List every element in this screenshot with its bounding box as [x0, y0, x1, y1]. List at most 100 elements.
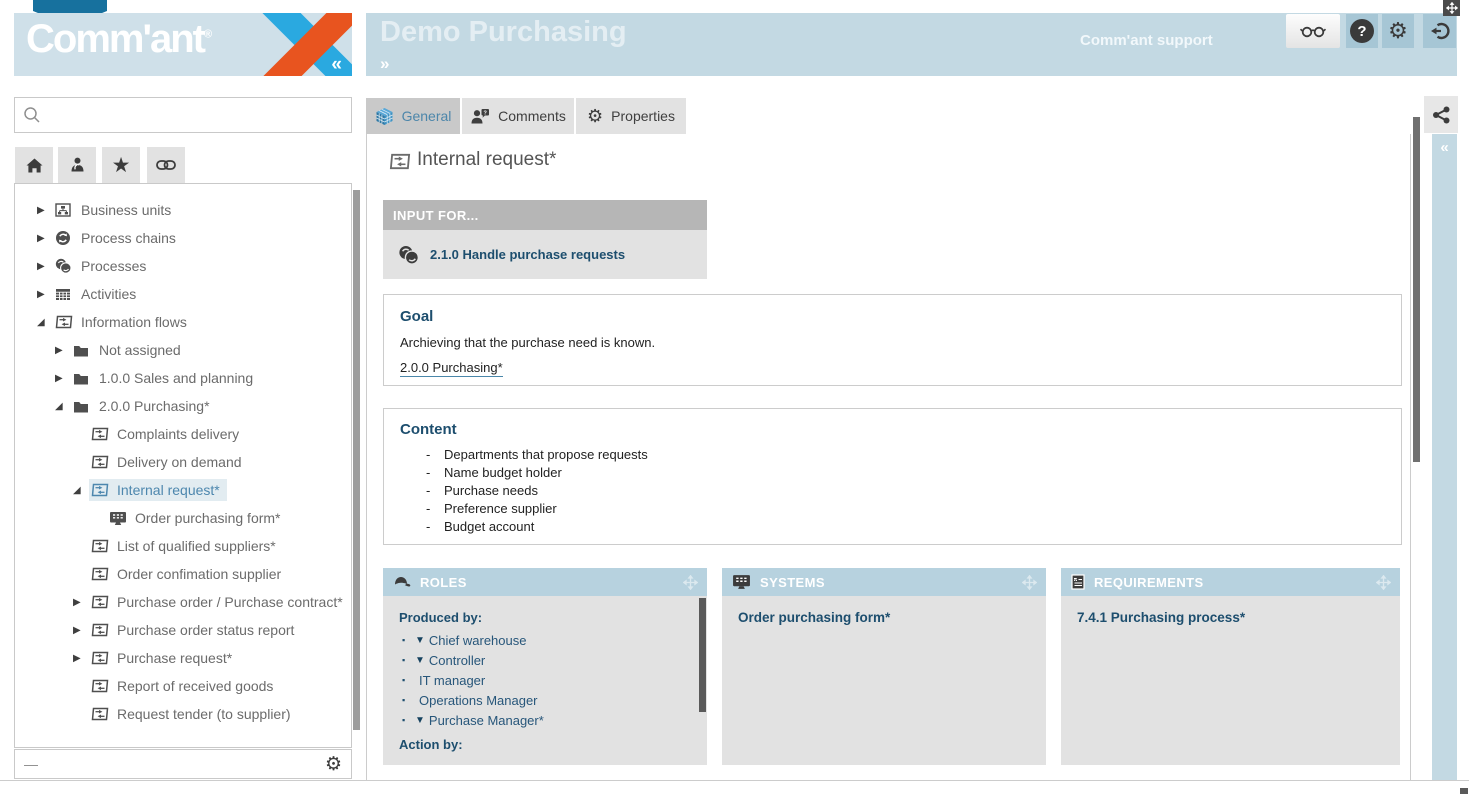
tree-item-purchase-request[interactable]: ▶ Purchase request* — [15, 644, 351, 672]
right-panel-collapse-rail[interactable]: « — [1432, 134, 1457, 780]
share-button[interactable] — [1424, 96, 1458, 133]
sidebar-tab-home[interactable] — [15, 147, 53, 183]
sidebar-tab-favorites[interactable]: ★ — [102, 147, 140, 183]
header: Demo Purchasing » Comm'ant support ? ⚙ — [366, 13, 1457, 76]
cube-icon — [375, 107, 394, 126]
requirements-panel: REQUIREMENTS 7.4.1 Purchasing process* — [1061, 568, 1400, 765]
sidebar-tab-links[interactable] — [147, 147, 185, 183]
selected-tree-node[interactable]: Internal request* — [89, 479, 227, 501]
expand-arrow-icon[interactable]: ▶ — [37, 260, 45, 272]
tree-item-order-confirmation-supplier[interactable]: Order confimation supplier — [15, 560, 351, 588]
input-for-list: 2.1.0 Handle purchase requests — [383, 230, 707, 279]
role-label: Chief warehouse — [428, 632, 527, 648]
tree-item-business-units[interactable]: ▶ Business units — [15, 196, 351, 224]
role-item[interactable]: ▪ IT manager — [399, 670, 691, 690]
logo[interactable]: Comm'ant® « — [14, 13, 352, 76]
role-label: Operations Manager — [419, 692, 538, 708]
logo-text: Comm'ant® — [26, 17, 213, 61]
requirement-item-link[interactable]: 7.4.1 Purchasing process* — [1077, 610, 1246, 625]
role-item[interactable]: ▪ ▼ Chief warehouse — [399, 630, 691, 650]
square-bullet: ▪ — [402, 675, 406, 685]
tree-item-delivery-on-demand[interactable]: Delivery on demand — [15, 448, 351, 476]
tree-item-label: Delivery on demand — [117, 454, 242, 470]
tree-item-purchase-order-contract[interactable]: ▶ Purchase order / Purchase contract* — [15, 588, 351, 616]
role-expand-icon[interactable]: ▼ — [415, 634, 425, 646]
logout-button[interactable] — [1423, 14, 1456, 48]
process-chain-icon — [55, 230, 81, 246]
tree-item-processes[interactable]: ▶ Processes — [15, 252, 351, 280]
information-flow-icon — [55, 315, 81, 329]
tree-item-label: Purchase request* — [117, 650, 233, 666]
expand-arrow-icon[interactable]: ▶ — [37, 232, 45, 244]
support-link[interactable]: Comm'ant support — [1080, 32, 1213, 49]
tree-scrollbar[interactable] — [353, 190, 360, 730]
settings-button[interactable]: ⚙ — [1382, 14, 1414, 48]
expand-arrow-icon[interactable]: ▶ — [55, 344, 63, 356]
roles-scrollbar[interactable] — [699, 598, 706, 712]
move-arrows-icon[interactable] — [1022, 574, 1037, 590]
content-right-border — [1410, 134, 1411, 780]
tree-item-request-tender[interactable]: Request tender (to supplier) — [15, 700, 351, 728]
window-move-button[interactable] — [1443, 0, 1460, 16]
tree-item-activities[interactable]: ▶ Activities — [15, 280, 351, 308]
tree-item-label: Not assigned — [99, 342, 181, 358]
move-arrows-icon[interactable] — [1376, 574, 1391, 590]
role-expand-icon[interactable]: ▼ — [415, 714, 425, 726]
tree-item-sales-and-planning[interactable]: ▶ 1.0.0 Sales and planning — [15, 364, 351, 392]
tab-label: General — [401, 108, 452, 124]
tab-general[interactable]: General — [366, 98, 460, 134]
cap-icon — [393, 576, 411, 588]
tree-item-internal-request[interactable]: ◢ Internal request* — [15, 476, 351, 504]
move-arrows-icon[interactable] — [683, 574, 698, 590]
main-scrollbar[interactable] — [1413, 117, 1420, 462]
role-item[interactable]: ▪ Operations Manager — [399, 690, 691, 710]
expand-arrow-icon[interactable]: ▶ — [37, 288, 45, 300]
role-item[interactable]: ▪ ▼ Purchase Manager* — [399, 710, 691, 730]
expand-arrow-icon[interactable]: ▶ — [73, 624, 81, 636]
information-flow-icon — [91, 567, 117, 581]
breadcrumb-expand-icon[interactable]: » — [380, 54, 390, 73]
tree-item-information-flows[interactable]: ◢ Information flows — [15, 308, 351, 336]
tree-item-not-assigned[interactable]: ▶ Not assigned — [15, 336, 351, 364]
expand-arrow-icon[interactable]: ▶ — [73, 596, 81, 608]
goal-process-link[interactable]: 2.0.0 Purchasing* — [400, 360, 503, 377]
business-units-icon — [55, 203, 81, 217]
sidebar-collapse-icon[interactable]: « — [331, 54, 342, 75]
tab-comments[interactable]: ? Comments — [462, 98, 574, 134]
tab-properties[interactable]: ⚙ Properties — [576, 98, 686, 134]
reading-view-button[interactable] — [1286, 14, 1340, 48]
roles-panel-header: ROLES — [383, 568, 707, 596]
square-bullet: ▪ — [402, 635, 406, 645]
collapse-arrow-icon[interactable]: ◢ — [37, 316, 45, 328]
page-title: Internal request* — [417, 149, 557, 170]
role-item[interactable]: ▪ ▼ Controller — [399, 650, 691, 670]
resize-grip[interactable] — [1460, 788, 1468, 794]
dash-bullet: - — [426, 519, 431, 534]
input-for-process-link[interactable]: 2.1.0 Handle purchase requests — [430, 247, 626, 262]
expand-arrow-icon[interactable]: ▶ — [55, 372, 63, 384]
role-expand-icon[interactable]: ▼ — [415, 654, 425, 666]
expand-arrow-icon[interactable]: ▶ — [37, 204, 45, 216]
gear-icon[interactable]: ⚙ — [324, 753, 342, 775]
requirements-panel-title: REQUIREMENTS — [1094, 574, 1204, 590]
help-button[interactable]: ? — [1346, 14, 1378, 48]
tree-item-order-purchasing-form[interactable]: Order purchasing form* — [15, 504, 351, 532]
tree-item-complaints-delivery[interactable]: Complaints delivery — [15, 420, 351, 448]
tree-item-label: 1.0.0 Sales and planning — [99, 370, 254, 386]
tree-item-purchasing-folder[interactable]: ◢ 2.0.0 Purchasing* — [15, 392, 351, 420]
tree-item-purchase-order-status-report[interactable]: ▶ Purchase order status report — [15, 616, 351, 644]
tree-item-label: 2.0.0 Purchasing* — [99, 398, 210, 414]
collapse-arrow-icon[interactable]: ◢ — [55, 400, 63, 412]
sidebar-tab-user[interactable] — [58, 147, 96, 183]
tree-item-label: Purchase order / Purchase contract* — [117, 594, 343, 610]
search-input[interactable] — [47, 106, 351, 124]
input-for-header: INPUT FOR... — [383, 200, 707, 230]
expand-arrow-icon[interactable]: ▶ — [73, 652, 81, 664]
goal-section: Goal Archieving that the purchase need i… — [383, 294, 1402, 386]
collapse-arrow-icon[interactable]: ◢ — [73, 484, 81, 496]
tree-item-report-of-received-goods[interactable]: Report of received goods — [15, 672, 351, 700]
tree-item-process-chains[interactable]: ▶ Process chains — [15, 224, 351, 252]
system-item-link[interactable]: Order purchasing form* — [738, 610, 891, 625]
content-list-item: - Departments that propose requests — [400, 446, 1385, 464]
tree-item-list-of-qualified-suppliers[interactable]: List of qualified suppliers* — [15, 532, 351, 560]
